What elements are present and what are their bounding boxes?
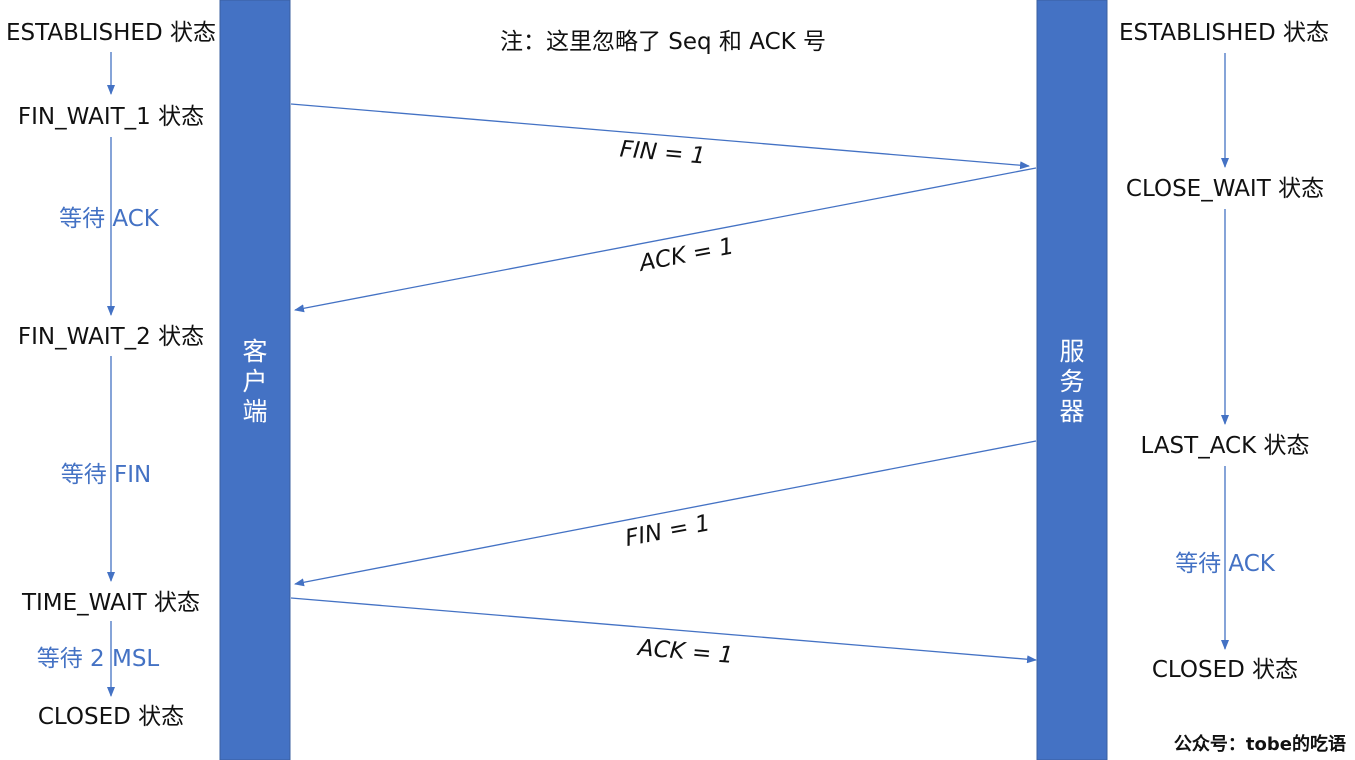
server-label-char: 务 [1059, 367, 1084, 396]
server-bar [1036, 0, 1108, 760]
server-state-last-ack: LAST_ACK 状态 [1140, 433, 1309, 459]
client-label: 客 户 端 [242, 337, 267, 426]
brand-watermark: 公众号：tobe的吃语 [1174, 733, 1346, 755]
note-text: 注：这里忽略了 Seq 和 ACK 号 [500, 29, 826, 55]
client-wait-2msl: 等待 2 MSL [37, 646, 160, 672]
message-label: ACK = 1 [635, 635, 734, 669]
message-arrow-fin-1 [290, 103, 1030, 170]
client-label-char: 端 [242, 397, 267, 426]
message-arrow-fin-2 [294, 440, 1037, 587]
message-arrow-ack-2 [290, 597, 1037, 664]
server-label: 服 务 器 [1059, 337, 1084, 426]
client-bar [219, 0, 291, 760]
server-state-close-wait: CLOSE_WAIT 状态 [1126, 176, 1324, 202]
server-wait-ack: 等待 ACK [1175, 551, 1276, 577]
server-state-established: ESTABLISHED 状态 [1119, 20, 1329, 46]
message-label: FIN = 1 [619, 136, 707, 169]
client-wait-fin: 等待 FIN [61, 462, 152, 488]
client-state-fin-wait-2: FIN_WAIT_2 状态 [18, 324, 204, 350]
client-wait-ack: 等待 ACK [59, 206, 160, 232]
client-label-char: 客 [242, 337, 267, 366]
client-state-time-wait: TIME_WAIT 状态 [21, 590, 200, 616]
server-label-char: 器 [1059, 397, 1084, 426]
message-label: ACK = 1 [635, 233, 736, 277]
client-state-established: ESTABLISHED 状态 [6, 20, 216, 46]
client-state-fin-wait-1: FIN_WAIT_1 状态 [18, 104, 204, 130]
message-arrow-ack-1 [294, 167, 1037, 313]
server-state-closed: CLOSED 状态 [1152, 657, 1298, 683]
client-state-closed: CLOSED 状态 [38, 704, 184, 730]
message-label: FIN = 1 [623, 510, 712, 552]
server-label-char: 服 [1059, 337, 1084, 366]
client-label-char: 户 [242, 367, 267, 396]
